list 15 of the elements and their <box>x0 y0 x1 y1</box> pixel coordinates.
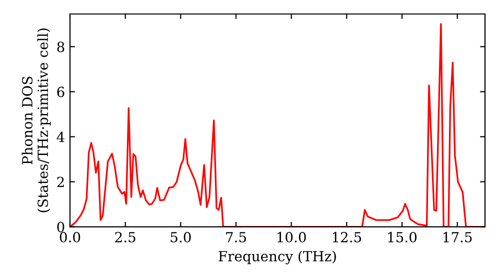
y-tick-label: 0 <box>57 222 64 232</box>
x-tick-label: 7.5 <box>226 232 246 242</box>
x-axis-title: Frequency (THz) <box>218 250 336 264</box>
y-tick-label: 6 <box>57 86 64 98</box>
x-tick-label: 12.5 <box>332 232 362 242</box>
x-tick-label: 10.0 <box>278 232 306 242</box>
y-tick-label: 2 <box>57 176 64 188</box>
y-tick-label: 4 <box>56 132 64 142</box>
x-tick-label: 15.0 <box>388 232 417 242</box>
y-axis-title: Phonon DOS (States/THz·primitive cell) <box>22 28 51 212</box>
x-tick-label: 2.5 <box>115 232 136 242</box>
x-tick-label: 5.0 <box>170 232 191 242</box>
y-tick-label: 8 <box>57 42 64 52</box>
x-tick-label: 17.5 <box>444 232 472 242</box>
x-tick-label: 0.0 <box>60 232 80 242</box>
